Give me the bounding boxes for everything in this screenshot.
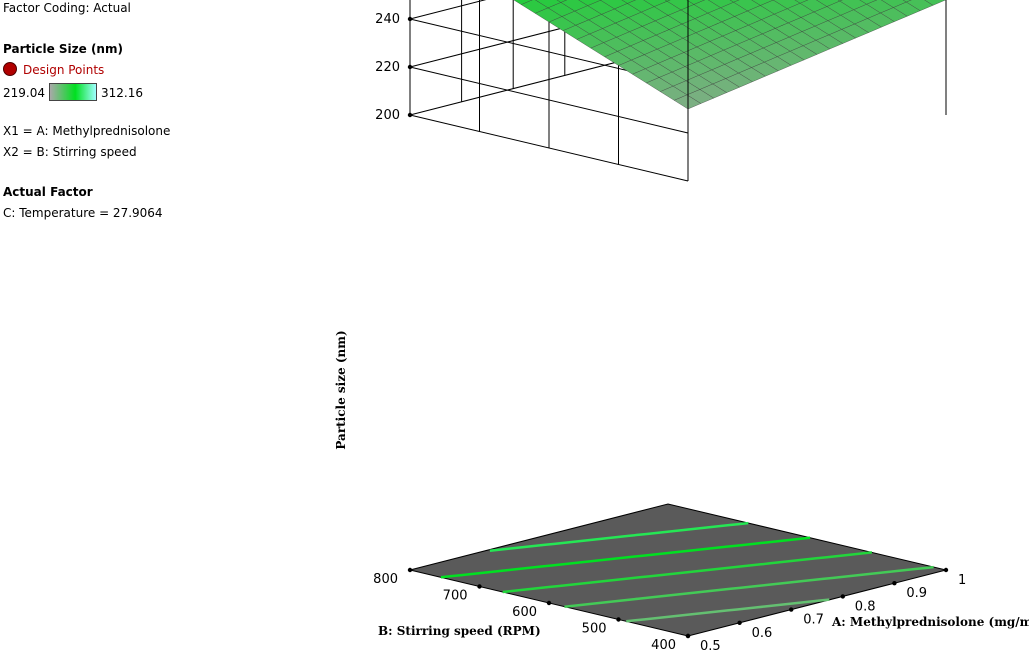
contour-line-260 bbox=[502, 551, 873, 594]
x-tick-dot bbox=[685, 633, 691, 639]
color-range: 219.04 312.16 bbox=[3, 83, 143, 101]
surface-cell bbox=[627, 0, 655, 13]
y-tick-label: 500 bbox=[582, 622, 607, 637]
y-tick-label: 700 bbox=[443, 589, 468, 604]
y-tick-dot bbox=[477, 584, 482, 589]
z-tick-dot bbox=[407, 64, 413, 70]
front-edges bbox=[687, 0, 947, 181]
contour-line-270 bbox=[440, 536, 811, 579]
z-tick-label: 240 bbox=[375, 12, 400, 27]
x-tick-label: 1 bbox=[958, 573, 966, 588]
contour-floor bbox=[409, 503, 947, 637]
surface-cell bbox=[859, 0, 878, 5]
y-tick-dot bbox=[546, 600, 552, 606]
y-tick-dot bbox=[616, 617, 621, 622]
range-max: 312.16 bbox=[101, 86, 143, 100]
z-tick-label: 220 bbox=[375, 60, 400, 75]
factor-coding-label: Factor Coding: Actual bbox=[3, 1, 131, 15]
response-surface bbox=[513, 0, 946, 110]
x-tick-label: 0.8 bbox=[855, 599, 876, 614]
surface-cell bbox=[556, 0, 567, 3]
surface-cell bbox=[643, 0, 668, 7]
x-tick-label: 0.9 bbox=[906, 586, 927, 601]
x-tick-dot bbox=[840, 594, 845, 599]
z-axis-title: Particle size (nm) bbox=[334, 330, 348, 449]
actual-factor-value: C: Temperature = 27.9064 bbox=[3, 206, 163, 220]
surface-cell bbox=[816, 0, 841, 7]
surface-cell bbox=[686, 0, 705, 5]
response-title: Particle Size (nm) bbox=[3, 42, 123, 56]
y-tick-label: 800 bbox=[373, 572, 398, 587]
surface-cell bbox=[924, 0, 946, 6]
x-tick-dot bbox=[892, 581, 897, 586]
range-min: 219.04 bbox=[3, 86, 45, 100]
x-axis-title: A: Methylprednisolone (mg/ml) bbox=[831, 615, 1029, 629]
x-tick-dot bbox=[737, 620, 742, 625]
surface-cell bbox=[535, 0, 562, 8]
surface-cell bbox=[560, 0, 589, 12]
y-axis-title: B: Stirring speed (RPM) bbox=[378, 624, 541, 638]
surface-cell bbox=[751, 0, 774, 6]
surface-cell bbox=[760, 0, 788, 15]
y-tick-dot bbox=[407, 567, 413, 573]
design-points-legend: Design Points bbox=[3, 62, 104, 77]
y-tick-label: 400 bbox=[651, 638, 676, 653]
surface-cell bbox=[578, 0, 601, 6]
x-tick-dot bbox=[789, 607, 794, 612]
surface-cell bbox=[621, 0, 636, 4]
x-tick-label: 0.6 bbox=[752, 626, 773, 641]
design-point-icon bbox=[3, 62, 17, 76]
surface-cell bbox=[708, 0, 734, 8]
surface-cell bbox=[772, 0, 801, 9]
y-tick-label: 600 bbox=[512, 605, 537, 620]
surface-cell bbox=[905, 0, 934, 11]
surface-cell bbox=[733, 0, 761, 12]
x1-factor: X1 = A: Methylprednisolone bbox=[3, 124, 171, 138]
floor bbox=[409, 503, 947, 637]
design-points-label: Design Points bbox=[23, 63, 105, 77]
z-tick-dot bbox=[407, 16, 413, 22]
x-tick-label: 0.7 bbox=[803, 613, 824, 628]
surface-cell bbox=[666, 0, 695, 11]
contour-line-240 bbox=[626, 598, 830, 623]
surface-cell bbox=[664, 0, 671, 2]
surface-cell bbox=[866, 0, 894, 14]
axis-labels: 2002202402602803003204005006007008000.50… bbox=[334, 12, 1029, 654]
contour-line-280 bbox=[489, 521, 749, 553]
surface-cell bbox=[839, 0, 867, 10]
surface-cell bbox=[520, 0, 549, 14]
surface-cell bbox=[693, 0, 722, 14]
x2-factor: X2 = B: Stirring speed bbox=[3, 145, 137, 159]
surface-cell bbox=[513, 0, 533, 5]
x-tick-label: 0.5 bbox=[700, 639, 721, 654]
z-tick-dot bbox=[407, 112, 413, 118]
actual-factor-title: Actual Factor bbox=[3, 185, 93, 199]
z-tick-label: 200 bbox=[375, 108, 400, 123]
contour-line-250 bbox=[564, 565, 934, 608]
surface-cell bbox=[794, 0, 809, 4]
surface-cell bbox=[902, 0, 912, 3]
surface-cell bbox=[600, 0, 628, 10]
surface-cell bbox=[881, 0, 907, 8]
surface-cell bbox=[837, 0, 843, 2]
surface-cell bbox=[799, 0, 828, 13]
color-gradient-bar bbox=[49, 83, 97, 101]
surface-cell bbox=[729, 0, 740, 3]
x-tick-dot bbox=[943, 567, 949, 573]
